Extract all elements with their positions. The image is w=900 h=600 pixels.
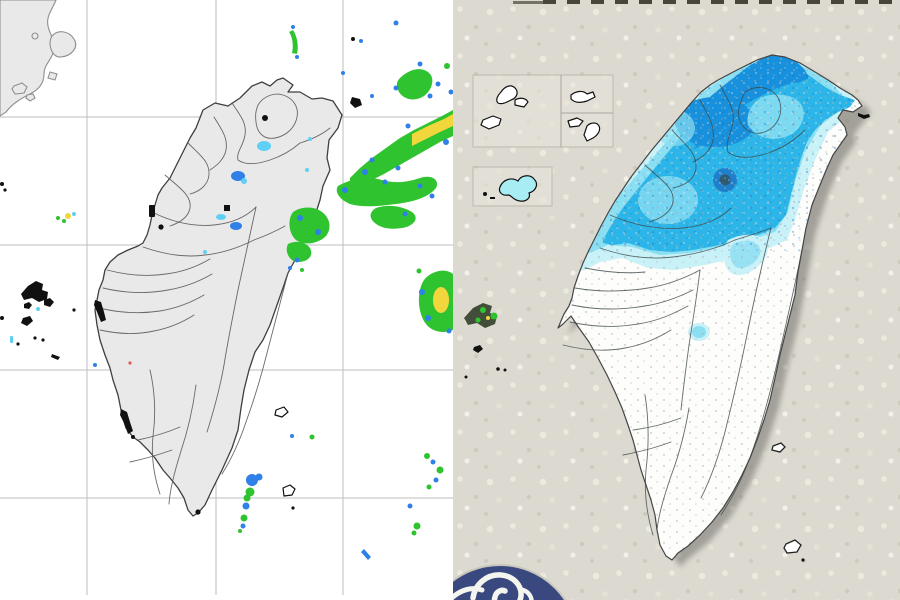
penghu-main-radar — [464, 303, 507, 379]
taiwan-island — [94, 77, 362, 517]
radar-echoes — [56, 20, 453, 560]
offshore-islets-right — [771, 113, 870, 562]
inset-penghu — [472, 166, 553, 207]
coastal-marks — [94, 97, 362, 515]
cropped-header-text-fragment — [513, 1, 543, 4]
cwb-wave-logo — [453, 564, 567, 600]
penghu-islands-black — [0, 182, 76, 360]
inset-matsu-kinmen — [472, 74, 614, 148]
cropped-header-text — [543, 0, 893, 4]
radar-map-panel — [0, 0, 453, 595]
taiwan-coastline-right — [557, 54, 863, 561]
county-borders-right — [562, 84, 806, 536]
county-borders — [98, 93, 331, 505]
radar-map — [0, 0, 453, 595]
rainfall-map-panel — [453, 0, 900, 600]
rainfall-map — [453, 54, 871, 600]
china-coast — [0, 0, 77, 117]
offshore-islets — [274, 406, 296, 510]
